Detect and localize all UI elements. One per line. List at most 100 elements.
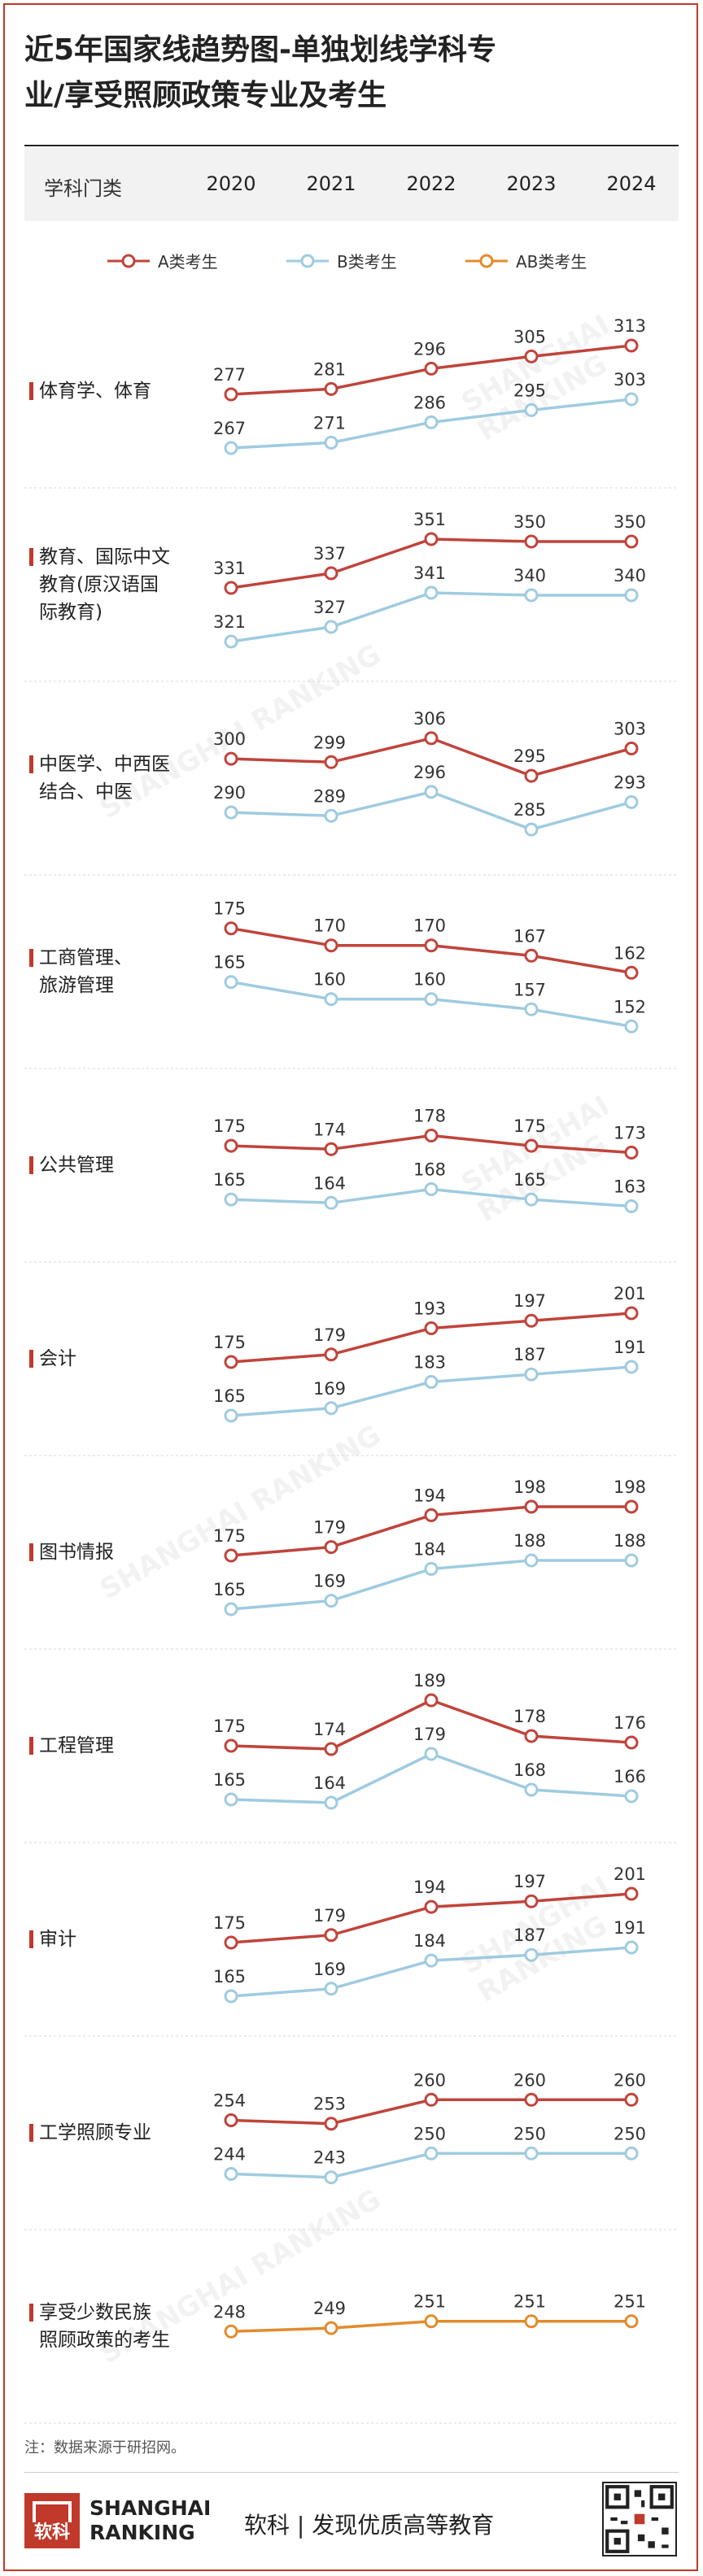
data-label: 198 [513, 1477, 546, 1497]
data-label: 191 [613, 1918, 646, 1938]
data-point [424, 785, 439, 799]
data-label: 175 [213, 1526, 246, 1546]
data-label: 201 [613, 1865, 646, 1884]
data-label: 251 [413, 2292, 446, 2312]
section-label: 审计 [39, 1925, 76, 1953]
data-point [324, 938, 338, 953]
data-label: 290 [213, 783, 246, 803]
data-label: 179 [313, 1906, 346, 1925]
slogan: 软科 | 发现优质高等教育 [244, 2512, 495, 2539]
data-point [524, 1947, 539, 1962]
data-label: 187 [513, 1925, 546, 1945]
data-label: 295 [513, 746, 546, 766]
year-header-2023: 2023 [506, 172, 557, 195]
data-point [524, 1729, 539, 1743]
data-label: 175 [213, 1913, 246, 1933]
data-point [524, 1367, 539, 1382]
data-point [224, 1192, 238, 1207]
logo-shape-icon [33, 2501, 72, 2522]
data-label: 179 [413, 1725, 446, 1744]
data-label: 178 [513, 1707, 546, 1726]
data-point [524, 1894, 539, 1908]
data-label: 260 [413, 2070, 446, 2090]
qr-code-icon[interactable] [602, 2482, 677, 2556]
section-label-line: 际教育) [39, 602, 103, 623]
data-point [424, 585, 439, 600]
data-label: 249 [313, 2299, 346, 2318]
data-point [224, 1408, 238, 1423]
data-point [324, 435, 338, 450]
data-label: 189 [413, 1671, 446, 1690]
data-label: 174 [313, 1120, 346, 1139]
data-point [324, 1401, 338, 1416]
data-label: 184 [413, 1931, 446, 1951]
section-marker [29, 949, 33, 967]
data-label: 250 [613, 2124, 646, 2143]
data-point [424, 1182, 439, 1196]
data-point [424, 1508, 439, 1522]
data-label: 162 [613, 943, 646, 963]
data-label: 198 [613, 1477, 646, 1497]
data-label: 170 [413, 916, 446, 936]
data-label: 165 [213, 953, 246, 973]
data-point [224, 441, 238, 455]
data-label: 173 [613, 1124, 646, 1143]
data-label: 175 [213, 899, 246, 919]
data-point [224, 1792, 238, 1807]
data-label: 168 [513, 1760, 546, 1780]
data-label: 327 [313, 598, 346, 617]
data-label: 188 [513, 1531, 546, 1551]
section-label-line: 工学照顾专业 [39, 2122, 151, 2143]
data-point [224, 1548, 238, 1563]
data-point [424, 1693, 439, 1708]
data-label: 175 [213, 1717, 246, 1736]
data-point [624, 392, 639, 407]
section-marker [29, 382, 33, 400]
data-label: 165 [213, 1170, 246, 1190]
data-label: 163 [613, 1177, 646, 1197]
data-point [424, 2092, 439, 2107]
data-point [324, 2321, 338, 2335]
year-header-2022: 2022 [406, 172, 456, 195]
section-marker [29, 755, 33, 773]
data-label: 194 [413, 1486, 446, 1505]
data-label: 303 [613, 720, 646, 739]
footnote: 注：数据来源于研招网。 [24, 2439, 186, 2456]
section-label-line: 中医学、中西医 [39, 754, 170, 775]
data-point [624, 338, 639, 353]
data-label: 286 [413, 393, 446, 412]
data-point [224, 2324, 238, 2339]
data-point [324, 992, 338, 1007]
data-point [424, 1321, 439, 1335]
data-point [224, 581, 238, 595]
data-point [424, 2314, 439, 2329]
data-point [224, 2113, 238, 2127]
data-point [324, 1142, 338, 1156]
section-label-line: 工程管理 [39, 1735, 114, 1756]
data-label: 340 [613, 566, 646, 585]
data-point [624, 742, 639, 755]
data-label: 260 [513, 2070, 546, 2090]
data-label: 251 [613, 2292, 646, 2312]
data-label: 296 [413, 339, 446, 359]
data-point [624, 588, 639, 603]
series-line [230, 1365, 632, 1417]
data-point [624, 795, 639, 809]
data-point [424, 415, 439, 429]
data-point [624, 1306, 639, 1321]
data-point [424, 992, 439, 1007]
data-label: 267 [213, 419, 246, 438]
data-point [324, 620, 338, 634]
legend-item-ab: AB类考生 [464, 249, 587, 272]
section-label-line: 享受少数民族 [39, 2302, 151, 2323]
data-point [324, 1795, 338, 1810]
data-label: 285 [513, 800, 546, 820]
data-point [324, 1928, 338, 1943]
data-point [624, 2092, 639, 2107]
data-label: 296 [413, 763, 446, 782]
data-point [224, 387, 238, 402]
data-point [324, 2170, 338, 2185]
section-label-line: 体育学、体育 [39, 381, 151, 402]
data-label: 175 [213, 1116, 246, 1136]
data-point [424, 532, 439, 546]
